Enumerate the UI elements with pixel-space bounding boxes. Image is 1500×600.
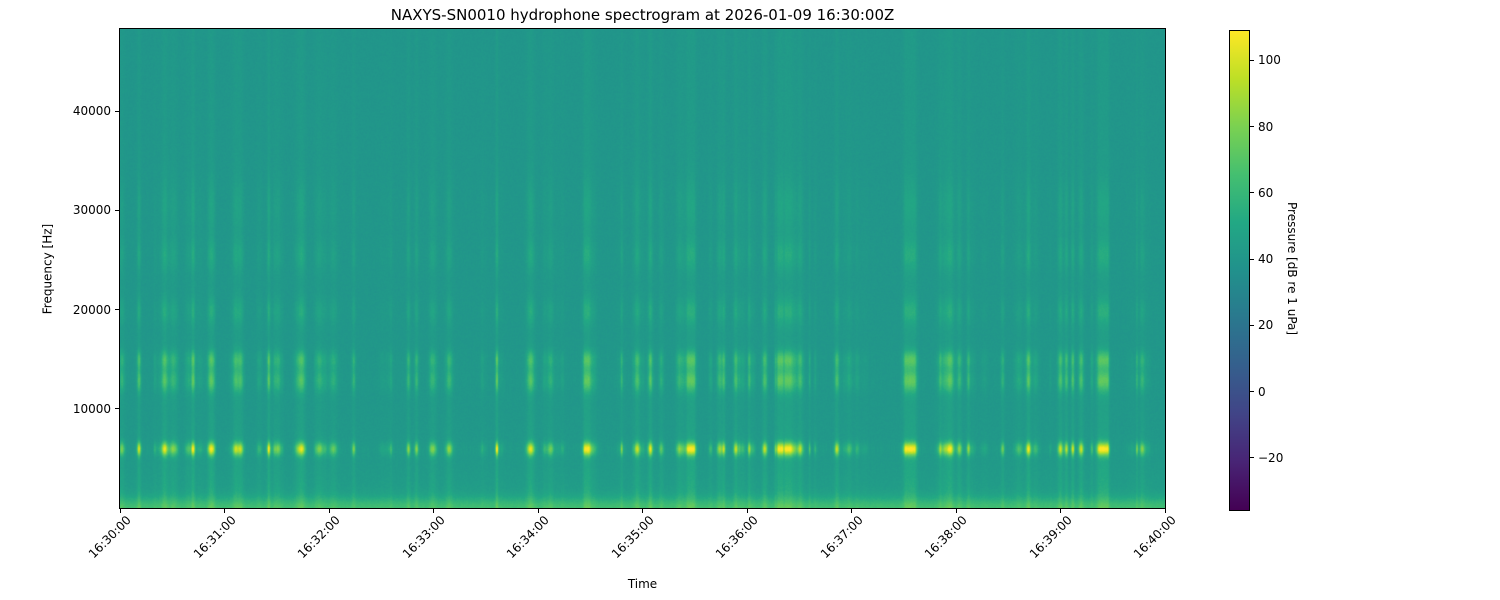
colorbar-label: Pressure [dB re 1 uPa] <box>1285 201 1299 336</box>
x-tick-mark <box>433 509 434 513</box>
x-tick-mark <box>955 509 957 513</box>
x-tick-label: 16:39:00 <box>1026 513 1075 562</box>
x-tick-mark <box>328 509 330 513</box>
colorbar-tick-label: 40 <box>1258 252 1274 267</box>
x-axis-label: Time <box>627 577 658 591</box>
colorbar-tick-label: 100 <box>1258 53 1281 68</box>
colorbar-tick-mark <box>1250 192 1254 194</box>
colorbar-tick-label: 80 <box>1258 119 1274 134</box>
y-tick-mark <box>115 309 119 311</box>
x-tick-label: 16:33:00 <box>399 513 448 562</box>
y-tick-mark <box>115 209 119 211</box>
colorbar-tick-label: 0 <box>1258 384 1266 399</box>
x-tick-label: 16:34:00 <box>503 513 552 562</box>
colorbar-tick-mark <box>1250 59 1254 61</box>
chart-title: NAXYS-SN0010 hydrophone spectrogram at 2… <box>390 6 895 24</box>
x-tick-mark <box>1164 509 1166 513</box>
colorbar-tick-label: 20 <box>1258 318 1274 333</box>
colorbar-tick-mark <box>1250 324 1254 326</box>
x-tick-label: 16:35:00 <box>608 513 657 562</box>
y-tick-label: 20000 <box>72 302 111 317</box>
x-tick-mark <box>224 509 225 513</box>
x-tick-label: 16:30:00 <box>85 513 134 562</box>
x-tick-label: 16:37:00 <box>817 513 866 562</box>
x-tick-mark <box>1060 509 1061 513</box>
x-tick-label: 16:36:00 <box>712 513 761 562</box>
x-tick-label: 16:38:00 <box>921 513 970 562</box>
x-tick-label: 16:31:00 <box>190 513 239 562</box>
y-tick-mark <box>115 408 119 410</box>
x-tick-mark <box>746 509 748 513</box>
colorbar-tick-label: −20 <box>1258 450 1284 465</box>
spectrogram-canvas <box>120 29 1165 508</box>
y-tick-label: 30000 <box>72 203 111 218</box>
y-tick-mark <box>115 110 119 112</box>
x-tick-label: 16:40:00 <box>1130 513 1179 562</box>
y-tick-label: 40000 <box>72 104 111 119</box>
colorbar-tick-mark <box>1250 391 1254 393</box>
x-tick-mark <box>537 509 539 513</box>
x-tick-label: 16:32:00 <box>294 513 343 562</box>
y-tick-label: 10000 <box>72 401 111 416</box>
x-tick-mark <box>642 509 643 513</box>
colorbar-tick-label: 60 <box>1258 185 1274 200</box>
x-tick-mark <box>119 509 121 513</box>
colorbar-tick-mark <box>1250 258 1254 260</box>
colorbar-tick-mark <box>1250 126 1254 128</box>
colorbar <box>1229 30 1250 511</box>
y-axis-label: Frequency [Hz] <box>40 223 54 314</box>
colorbar-tick-mark <box>1250 457 1254 459</box>
x-tick-mark <box>851 509 852 513</box>
